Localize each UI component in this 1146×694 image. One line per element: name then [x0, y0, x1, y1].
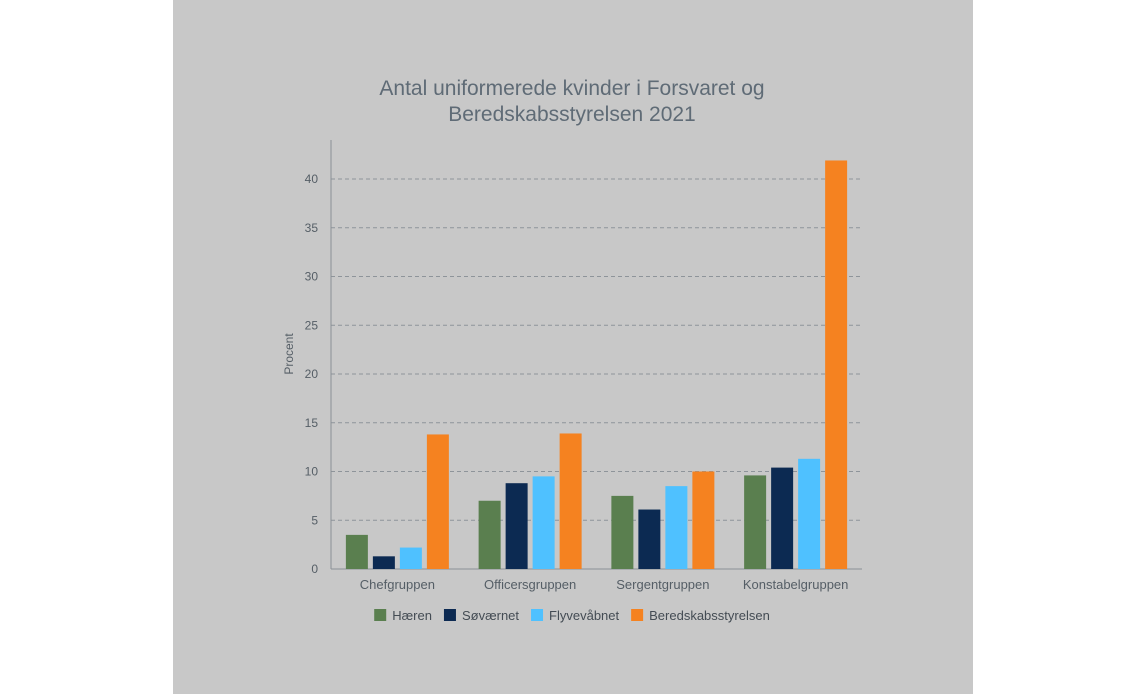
x-category-label: Chefgruppen: [360, 577, 435, 592]
bar-sergentgruppen-3: [692, 471, 715, 569]
bar-konstabelgruppen-1: [771, 467, 794, 569]
chart-title: Antal uniformerede kvinder i Forsvaret o…: [379, 77, 764, 126]
bar-chefgruppen-1: [372, 556, 395, 569]
y-axis-ticks: 0 5 10 15 20 25 30 35 40: [305, 172, 319, 576]
chart-title-line-1: Antal uniformerede kvinder i Forsvaret o…: [379, 77, 764, 100]
x-category-label: Konstabelgruppen: [743, 577, 849, 592]
legend-swatch: [443, 609, 456, 621]
y-tick-label: 35: [305, 221, 319, 235]
chart-title-line-2: Beredskabsstyrelsen 2021: [448, 103, 695, 126]
legend-swatch: [631, 609, 644, 621]
bar-chefgruppen-2: [399, 547, 422, 569]
y-axis-label: Procent: [282, 333, 296, 375]
bar-konstabelgruppen-3: [825, 160, 848, 569]
legend-swatch: [374, 609, 387, 621]
x-category-label: Officersgruppen: [484, 577, 576, 592]
y-tick-label: 40: [305, 172, 319, 186]
legend-swatch: [531, 609, 544, 621]
legend-label: Flyvevåbnet: [549, 608, 619, 623]
bar-officersgruppen-1: [505, 483, 528, 569]
y-tick-label: 25: [305, 318, 319, 332]
bar-chefgruppen-3: [426, 434, 449, 569]
bar-officersgruppen-2: [532, 476, 555, 569]
bar-chefgruppen-0: [345, 534, 368, 569]
y-tick-label: 20: [305, 367, 319, 381]
bar-officersgruppen-0: [478, 500, 501, 569]
y-tick-label: 15: [305, 416, 319, 430]
legend-label: Søværnet: [462, 608, 519, 623]
bar-sergentgruppen-0: [611, 495, 634, 569]
y-tick-label: 0: [311, 562, 318, 576]
bar-sergentgruppen-1: [638, 509, 661, 569]
y-tick-label: 5: [311, 513, 318, 527]
x-axis-categories: Chefgruppen Officersgruppen Sergentgruppen…: [360, 577, 849, 592]
bar-konstabelgruppen-2: [798, 458, 821, 569]
y-tick-label: 10: [305, 465, 319, 479]
y-tick-label: 30: [305, 270, 319, 284]
legend: Hæren Søværnet Flyvevåbnet Beredskabsstyrel…: [374, 608, 770, 623]
legend-label: Beredskabsstyrelsen: [649, 608, 770, 623]
bar-konstabelgruppen-0: [744, 475, 767, 569]
bar-sergentgruppen-2: [665, 486, 688, 569]
bar-officersgruppen-3: [559, 433, 582, 569]
legend-label: Hæren: [392, 608, 432, 623]
bars: [345, 160, 848, 569]
x-category-label: Sergentgruppen: [616, 577, 709, 592]
